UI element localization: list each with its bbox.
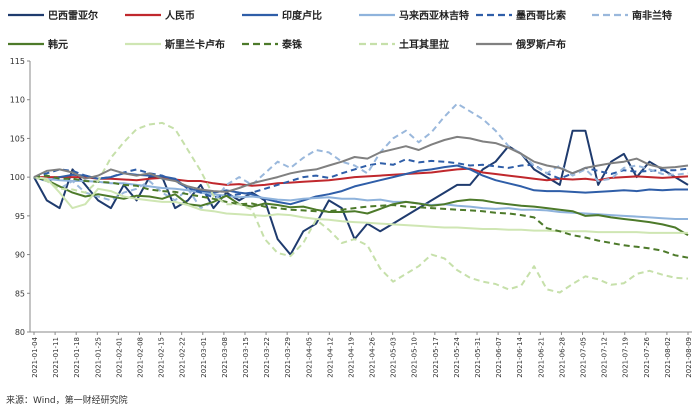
y-tick-label: 85 [15, 289, 25, 298]
y-axis-ticks: 80 85 90 95 100 105 110 115 [10, 57, 30, 337]
x-tick-label: 2021-04-19 [347, 337, 355, 378]
series-line [34, 167, 689, 187]
x-tick-label: 2021-01-04 [31, 336, 39, 377]
x-tick-label: 2021-07-12 [601, 337, 609, 378]
x-tick-label: 2021-06-21 [537, 337, 545, 378]
legend-label: 人民币 [165, 9, 195, 22]
x-tick-label: 2021-05-03 [390, 337, 398, 378]
y-tick-label: 100 [10, 173, 25, 182]
y-tick-label: 80 [15, 328, 25, 337]
x-tick-label: 2021-05-31 [474, 337, 482, 378]
x-tick-label: 2021-04-12 [326, 337, 334, 378]
x-tick-label: 2021-01-18 [73, 337, 81, 378]
x-tick-label: 2021-08-02 [664, 337, 672, 378]
series-line [33, 174, 689, 259]
source-note: 来源：Wind，第一财经研究院 [6, 394, 128, 406]
legend-label: 巴西雷亚尔 [48, 9, 98, 22]
series-line [33, 135, 689, 193]
plot-area: 80 85 90 95 100 105 110 115 2021-01-04 2021-01-1… [10, 57, 693, 378]
x-tick-label: 2021-07-05 [580, 337, 588, 378]
x-tick-label: 2021-03-01 [200, 337, 208, 378]
x-tick-label: 2021-03-08 [221, 337, 229, 378]
x-tick-label: 2021-04-26 [369, 336, 377, 377]
x-tick-label: 2021-02-01 [115, 337, 123, 378]
x-tick-label: 2021-05-17 [432, 337, 440, 378]
x-tick-label: 2021-02-08 [136, 337, 144, 378]
x-tick-label: 2021-03-22 [263, 337, 271, 378]
x-tick-label: 2021-01-25 [94, 337, 102, 378]
y-tick-label: 105 [10, 134, 25, 143]
legend-label: 土耳其里拉 [399, 38, 449, 51]
x-tick-label: 2021-03-15 [242, 337, 250, 378]
series-line [33, 129, 689, 256]
legend-label: 泰铢 [281, 38, 303, 51]
legend-label: 马来西亚林吉特 [399, 9, 469, 22]
legend-label: 墨西哥比索 [516, 9, 566, 22]
legend-label: 南非兰特 [632, 9, 672, 22]
series-line [33, 176, 689, 237]
x-tick-label: 2021-05-10 [411, 337, 419, 378]
x-tick-label: 2021-06-07 [495, 337, 503, 378]
x-tick-label: 2021-08-09 [685, 337, 693, 378]
y-tick-label: 115 [10, 57, 25, 66]
legend-label: 韩元 [48, 38, 68, 51]
x-tick-label: 2021-03-29 [284, 337, 292, 378]
x-tick-label: 2021-07-26 [643, 336, 651, 377]
x-tick-label: 2021-02-22 [179, 337, 187, 378]
y-tick-label: 95 [15, 212, 25, 221]
legend-label: 印度卢比 [282, 9, 322, 22]
series-line [33, 102, 689, 210]
series-lines [33, 102, 689, 294]
x-tick-label: 2021-06-14 [516, 336, 524, 377]
legend-label: 斯里兰卡卢布 [165, 38, 225, 51]
series-line [33, 158, 689, 199]
y-tick-label: 90 [15, 251, 25, 260]
y-tick-label: 110 [10, 96, 25, 105]
x-axis-ticks: 2021-01-04 2021-01-11 2021-01-18 2021-01-25… [31, 332, 693, 378]
x-tick-label: 2021-05-24 [453, 336, 461, 377]
legend-label: 俄罗斯卢布 [515, 38, 566, 51]
x-tick-label: 2021-04-05 [305, 337, 313, 378]
x-tick-label: 2021-07-19 [622, 337, 630, 378]
x-tick-label: 2021-02-15 [158, 337, 166, 378]
series-line [33, 176, 688, 234]
x-tick-label: 2021-01-11 [52, 337, 60, 378]
x-tick-label: 2021-06-28 [558, 337, 566, 378]
series-line [33, 121, 689, 294]
